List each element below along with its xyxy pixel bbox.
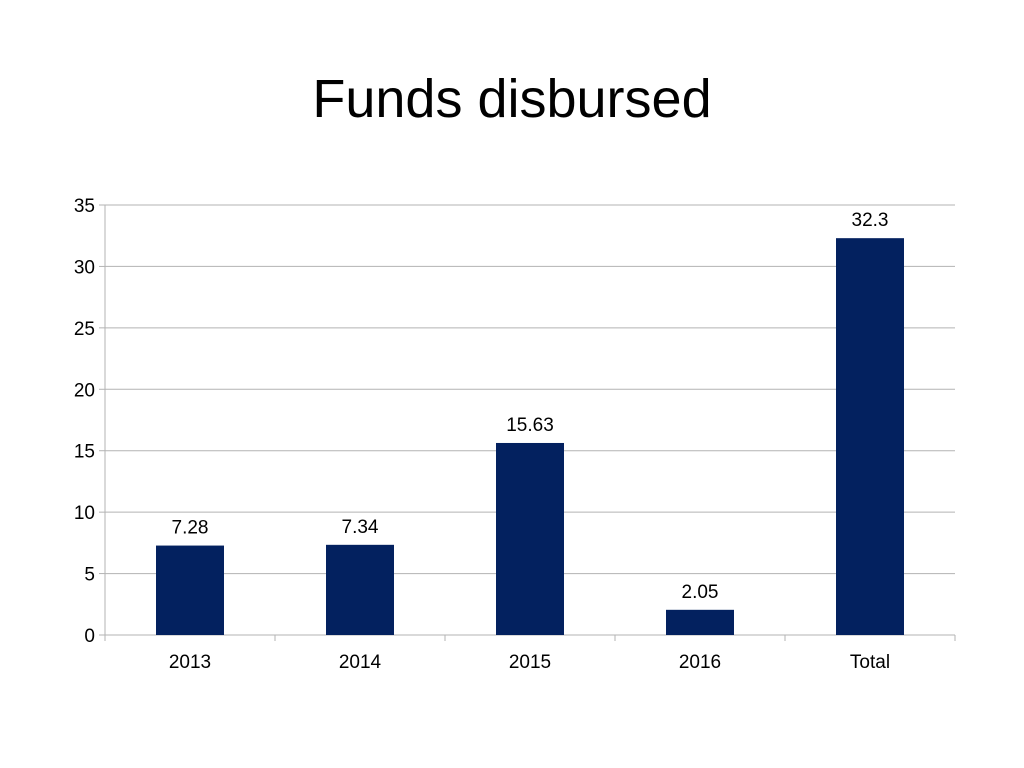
data-label: 7.28 (172, 518, 209, 539)
y-tick-label: 10 (74, 503, 95, 524)
bar (836, 238, 904, 635)
x-tick-label: 2014 (339, 652, 382, 673)
data-label: 32.3 (852, 210, 889, 231)
y-tick-label: 25 (74, 319, 95, 340)
bar (326, 544, 394, 635)
y-tick-label: 5 (84, 565, 95, 586)
bar (666, 609, 734, 635)
data-label: 7.34 (342, 517, 379, 538)
y-tick-label: 0 (84, 626, 95, 647)
y-tick-label: 15 (74, 442, 95, 463)
y-tick-label: 30 (74, 257, 95, 278)
x-tick-label: Total (850, 652, 890, 673)
x-tick-label: 2013 (169, 652, 211, 673)
y-tick-label: 35 (74, 196, 95, 217)
data-label: 2.05 (682, 582, 719, 603)
x-tick-label: 2015 (509, 652, 551, 673)
chart-title: Funds disbursed (312, 69, 712, 129)
bar (156, 545, 224, 635)
data-label: 15.63 (506, 415, 554, 436)
y-tick-label: 20 (74, 380, 95, 401)
bar (496, 442, 564, 635)
x-tick-label: 2016 (679, 652, 721, 673)
